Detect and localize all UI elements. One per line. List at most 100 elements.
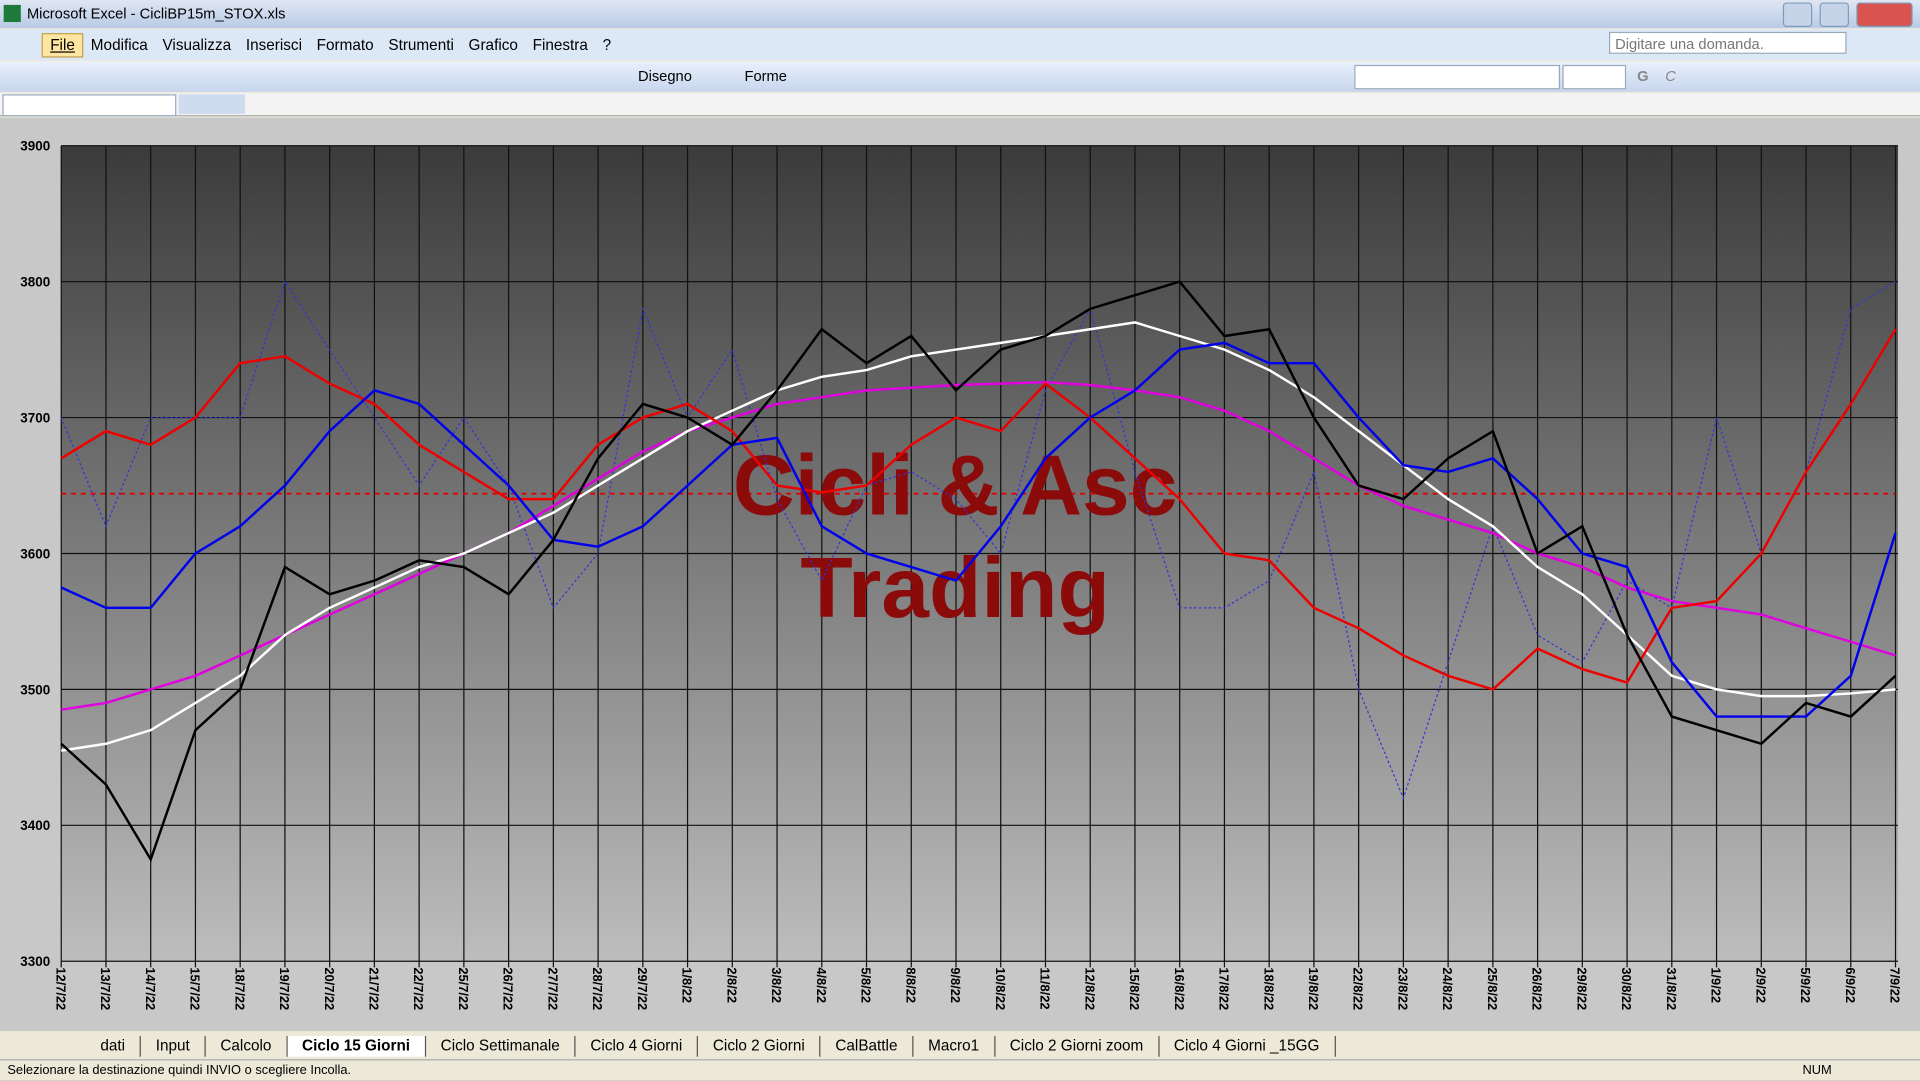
x-tick-label: 28/7/22 (590, 967, 605, 1010)
maximize-button[interactable] (1819, 2, 1849, 27)
menu-item[interactable]: Visualizza (162, 36, 232, 54)
x-tick-label: 7/9/22 (1888, 967, 1903, 1003)
sheet-tab[interactable]: CalBattle (821, 1035, 914, 1057)
series-line (61, 321, 1896, 752)
series-line (60, 280, 1897, 863)
y-tick-label: 3700 (20, 410, 50, 425)
chart: 3300 3400 3500 3600 3700 3800 3900 12/7/22 13/7/… (0, 117, 1920, 1032)
minimize-button[interactable] (1782, 2, 1813, 27)
series-line (60, 341, 1897, 718)
x-tick-label: 15/7/22 (188, 967, 203, 1010)
x-tick-label: 22/7/22 (411, 967, 426, 1010)
x-tick-label: 12/7/22 (53, 967, 68, 1010)
x-tick-label: 24/8/22 (1440, 967, 1455, 1010)
x-tick-label: 13/7/22 (98, 967, 113, 1010)
sheet-tab[interactable]: Ciclo 2 Giorni (698, 1035, 821, 1057)
menu-item[interactable]: ? (602, 36, 612, 54)
x-tick-label: 18/8/22 (1261, 967, 1276, 1010)
x-tick-label: 22/8/22 (1351, 967, 1366, 1010)
menu-item[interactable]: Inserisci (245, 36, 302, 54)
sheet-tab[interactable]: Input (141, 1035, 206, 1057)
sheet-tab[interactable]: Ciclo 4 Giorni (576, 1035, 699, 1057)
menu-item[interactable]: File (41, 32, 84, 57)
series-line (61, 380, 1896, 711)
sheet-tabs: dati Input Calcolo Ciclo 15 Giorni Ciclo Set… (0, 1033, 1920, 1057)
watermark: Cicli & Asc (733, 437, 1178, 533)
toolbar: Disegno Forme G C (0, 61, 1920, 92)
sheet-tab[interactable]: Ciclo 4 Giorni _15GG (1159, 1035, 1336, 1057)
sheet-tab[interactable]: Ciclo 2 Giorni zoom (995, 1035, 1160, 1057)
y-tick-label: 3800 (20, 275, 50, 290)
x-tick-label: 4/8/22 (814, 967, 829, 1003)
window-title: Microsoft Excel - CicliBP15m_STOX.xls (26, 4, 286, 23)
help-box[interactable]: Digitare una domanda. (1608, 31, 1847, 54)
x-tick-label: 3/8/22 (769, 967, 784, 1003)
close-button[interactable] (1856, 2, 1913, 27)
y-tick-label: 3300 (20, 954, 50, 969)
x-tick-label: 25/7/22 (456, 967, 471, 1010)
x-tick-label: 26/7/22 (501, 967, 516, 1010)
x-tick-label: 29/8/22 (1574, 967, 1589, 1010)
num-indicator: NUM (1802, 1062, 1832, 1078)
status-bar: Selezionare la destinazione quindi INVIO… (0, 1059, 1920, 1080)
x-tick-label: 5/8/22 (859, 967, 874, 1003)
x-tick-label: 21/7/22 (366, 967, 381, 1010)
draw-menu[interactable]: Disegno (637, 67, 692, 85)
status-text: Selezionare la destinazione quindi INVIO… (7, 1062, 352, 1078)
menu-item[interactable]: Strumenti (388, 36, 454, 54)
y-tick-label: 3400 (20, 818, 50, 833)
x-tick-label: 26/8/22 (1530, 967, 1545, 1010)
x-tick-label: 14/7/22 (143, 967, 158, 1010)
x-tick-label: 27/7/22 (545, 967, 560, 1010)
x-tick-label: 10/8/22 (993, 967, 1008, 1010)
sheet-tab[interactable]: Macro1 (913, 1035, 996, 1057)
italic-button[interactable]: C (1665, 67, 1676, 85)
x-tick-label: 8/8/22 (903, 967, 918, 1003)
sheet-tab[interactable]: Calcolo (206, 1035, 288, 1057)
menu-item[interactable]: Grafico (468, 36, 518, 54)
x-tick-label: 6/9/22 (1843, 967, 1858, 1003)
x-tick-label: 1/9/22 (1709, 967, 1724, 1003)
y-tick-label: 3500 (20, 682, 50, 697)
y-tick-label: 3600 (20, 546, 50, 561)
x-tick-label: 23/8/22 (1395, 967, 1410, 1010)
function-button[interactable] (178, 94, 245, 114)
x-tick-label: 1/8/22 (680, 967, 695, 1003)
x-tick-label: 12/8/22 (1082, 967, 1097, 1010)
x-tick-label: 30/8/22 (1619, 967, 1634, 1010)
menu-bar: Digitare una domanda. File Modifica Visual… (0, 29, 1920, 60)
font-box[interactable] (1354, 64, 1560, 90)
sheet-tab[interactable]: Ciclo 15 Giorni (287, 1035, 426, 1057)
x-tick-label: 11/8/22 (1038, 967, 1053, 1009)
menu-item[interactable]: Finestra (532, 36, 588, 54)
x-tick-label: 5/9/22 (1798, 967, 1813, 1003)
x-tick-label: 2/8/22 (724, 967, 739, 1003)
sheet-tab[interactable]: dati (86, 1035, 142, 1057)
sheet-tab[interactable]: Ciclo Settimanale (426, 1035, 576, 1057)
x-tick-label: 20/7/22 (322, 967, 337, 1010)
size-box[interactable] (1562, 64, 1627, 90)
name-box[interactable] (2, 94, 177, 117)
x-tick-label: 31/8/22 (1664, 967, 1679, 1010)
title-bar: Microsoft Excel - CicliBP15m_STOX.xls (0, 0, 1920, 29)
x-tick-label: 16/8/22 (1172, 967, 1187, 1010)
x-tick-label: 19/7/22 (277, 967, 292, 1010)
y-tick-label: 3900 (20, 139, 50, 154)
bold-button[interactable]: G (1637, 67, 1649, 85)
app-icon (3, 4, 21, 23)
menu-item[interactable]: Modifica (90, 36, 148, 54)
x-tick-label: 15/8/22 (1127, 967, 1142, 1010)
series-line (60, 328, 1897, 691)
x-tick-label: 19/8/22 (1306, 967, 1321, 1010)
x-tick-label: 9/8/22 (948, 967, 963, 1003)
formula-bar (0, 93, 1920, 117)
x-tick-label: 25/8/22 (1485, 967, 1500, 1010)
menu-item[interactable]: Formato (316, 36, 374, 54)
x-tick-label: 2/9/22 (1753, 967, 1768, 1003)
watermark: Trading (800, 540, 1110, 636)
x-tick-label: 17/8/22 (1217, 967, 1232, 1010)
x-tick-label: 18/7/22 (232, 967, 247, 1010)
shapes-menu[interactable]: Forme (744, 67, 787, 85)
